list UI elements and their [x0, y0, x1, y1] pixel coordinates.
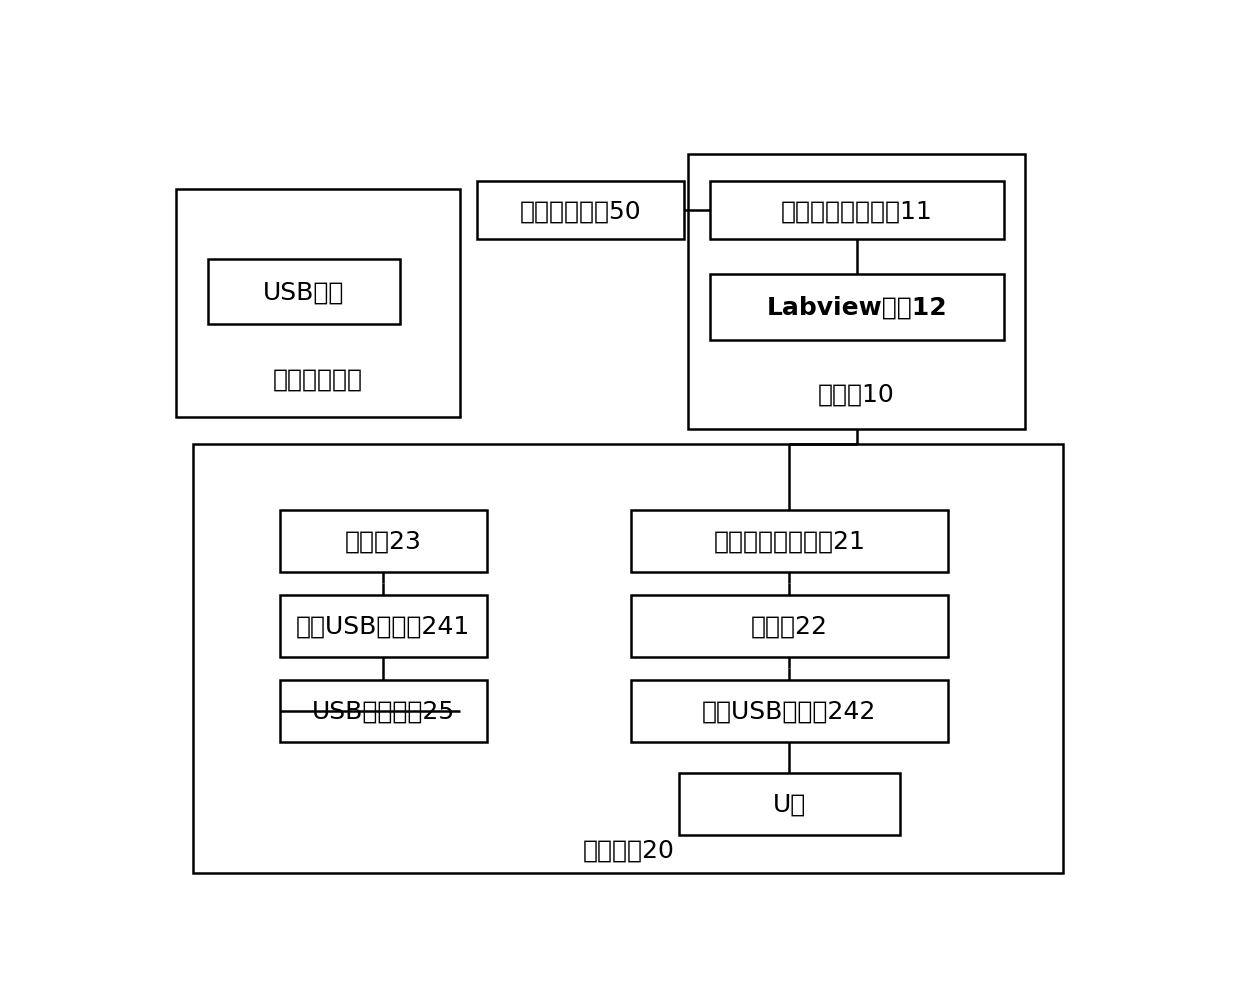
Text: 滑动器22: 滑动器22	[750, 614, 828, 638]
Text: USB接口: USB接口	[263, 280, 345, 304]
Text: USB公转母头25: USB公转母头25	[311, 699, 455, 723]
Text: 测试支架20: 测试支架20	[583, 839, 675, 863]
Bar	[193, 444, 1063, 874]
Bar	[477, 183, 683, 240]
Text: 可编程逻辑控制器21: 可编程逻辑控制器21	[713, 530, 866, 554]
Bar	[678, 773, 900, 834]
Bar	[280, 511, 486, 572]
Text: 视频监控设备50: 视频监控设备50	[520, 200, 641, 223]
Text: 控制端10: 控制端10	[818, 382, 895, 406]
Bar	[688, 155, 1024, 429]
Bar	[631, 511, 947, 572]
Bar	[631, 680, 947, 742]
Bar	[711, 275, 1003, 340]
Bar	[711, 183, 1003, 240]
Bar	[280, 596, 486, 657]
Bar	[208, 260, 401, 325]
Text: U盘: U盘	[773, 791, 806, 815]
Bar	[280, 680, 486, 742]
Bar	[176, 190, 460, 417]
Text: 汽车导航主机: 汽车导航主机	[273, 367, 363, 391]
Text: Labview程序12: Labview程序12	[766, 296, 947, 320]
Text: 视频监控设备驱动11: 视频监控设备驱动11	[781, 200, 932, 223]
Text: 第二USB连接器242: 第二USB连接器242	[702, 699, 877, 723]
Text: 第一USB连接器241: 第一USB连接器241	[296, 614, 470, 638]
Text: 固定器23: 固定器23	[345, 530, 422, 554]
Bar	[631, 596, 947, 657]
